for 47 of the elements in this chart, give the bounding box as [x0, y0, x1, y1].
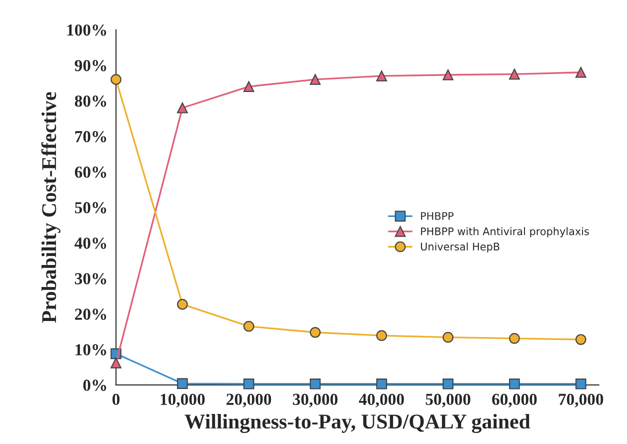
point — [575, 378, 586, 390]
x-tick-label: 50,000 — [426, 394, 470, 408]
x-tick-label: 20,000 — [226, 394, 272, 408]
y-tick-label: 10% — [76, 344, 106, 356]
point — [442, 69, 454, 80]
y-tick-label: 70% — [75, 131, 106, 142]
point — [243, 378, 254, 390]
point — [176, 378, 188, 389]
y-tick-label: 30% — [74, 273, 106, 284]
point — [509, 68, 520, 80]
y-axis-title: Probability Cost-Effective — [41, 92, 60, 323]
point — [442, 378, 454, 390]
point — [176, 102, 188, 114]
point — [310, 326, 321, 338]
y-tick-label: 40% — [74, 238, 106, 249]
y-tick-label: 0% — [83, 380, 106, 391]
point — [243, 320, 254, 332]
point — [442, 332, 454, 343]
y-tick-label: 90% — [74, 60, 106, 72]
point — [575, 66, 586, 78]
x-tick-label: 0 — [112, 394, 120, 406]
x-tick-label: 40,000 — [358, 394, 404, 408]
x-tick-label: 60,000 — [492, 394, 537, 408]
point — [243, 81, 254, 92]
y-tick-label: 50% — [74, 202, 106, 214]
point — [110, 74, 122, 85]
x-tick-label: 30,000 — [292, 394, 338, 408]
legend-label: PHBPP — [421, 212, 454, 220]
point — [310, 74, 321, 85]
y-tick-label: 60% — [74, 166, 106, 178]
point — [310, 378, 321, 390]
y-tick-label: 100% — [67, 24, 106, 36]
legend-label: PHBPP with Antiviral prophylaxis — [421, 227, 589, 238]
point — [509, 378, 520, 390]
y-tick-label: 20% — [75, 308, 106, 320]
point — [575, 334, 586, 345]
point — [110, 358, 122, 368]
point — [376, 70, 388, 82]
legend-label: Universal HepB — [420, 242, 500, 253]
x-axis-title: Willingness-to-Pay, USD/QALY gained — [184, 414, 530, 434]
x-tick-label: 70,000 — [558, 394, 604, 408]
y-tick-label: 80% — [74, 95, 106, 107]
point — [176, 298, 188, 310]
x-tick-label: 10,000 — [160, 394, 205, 408]
point — [376, 378, 388, 390]
point — [509, 333, 520, 344]
point — [376, 330, 388, 341]
